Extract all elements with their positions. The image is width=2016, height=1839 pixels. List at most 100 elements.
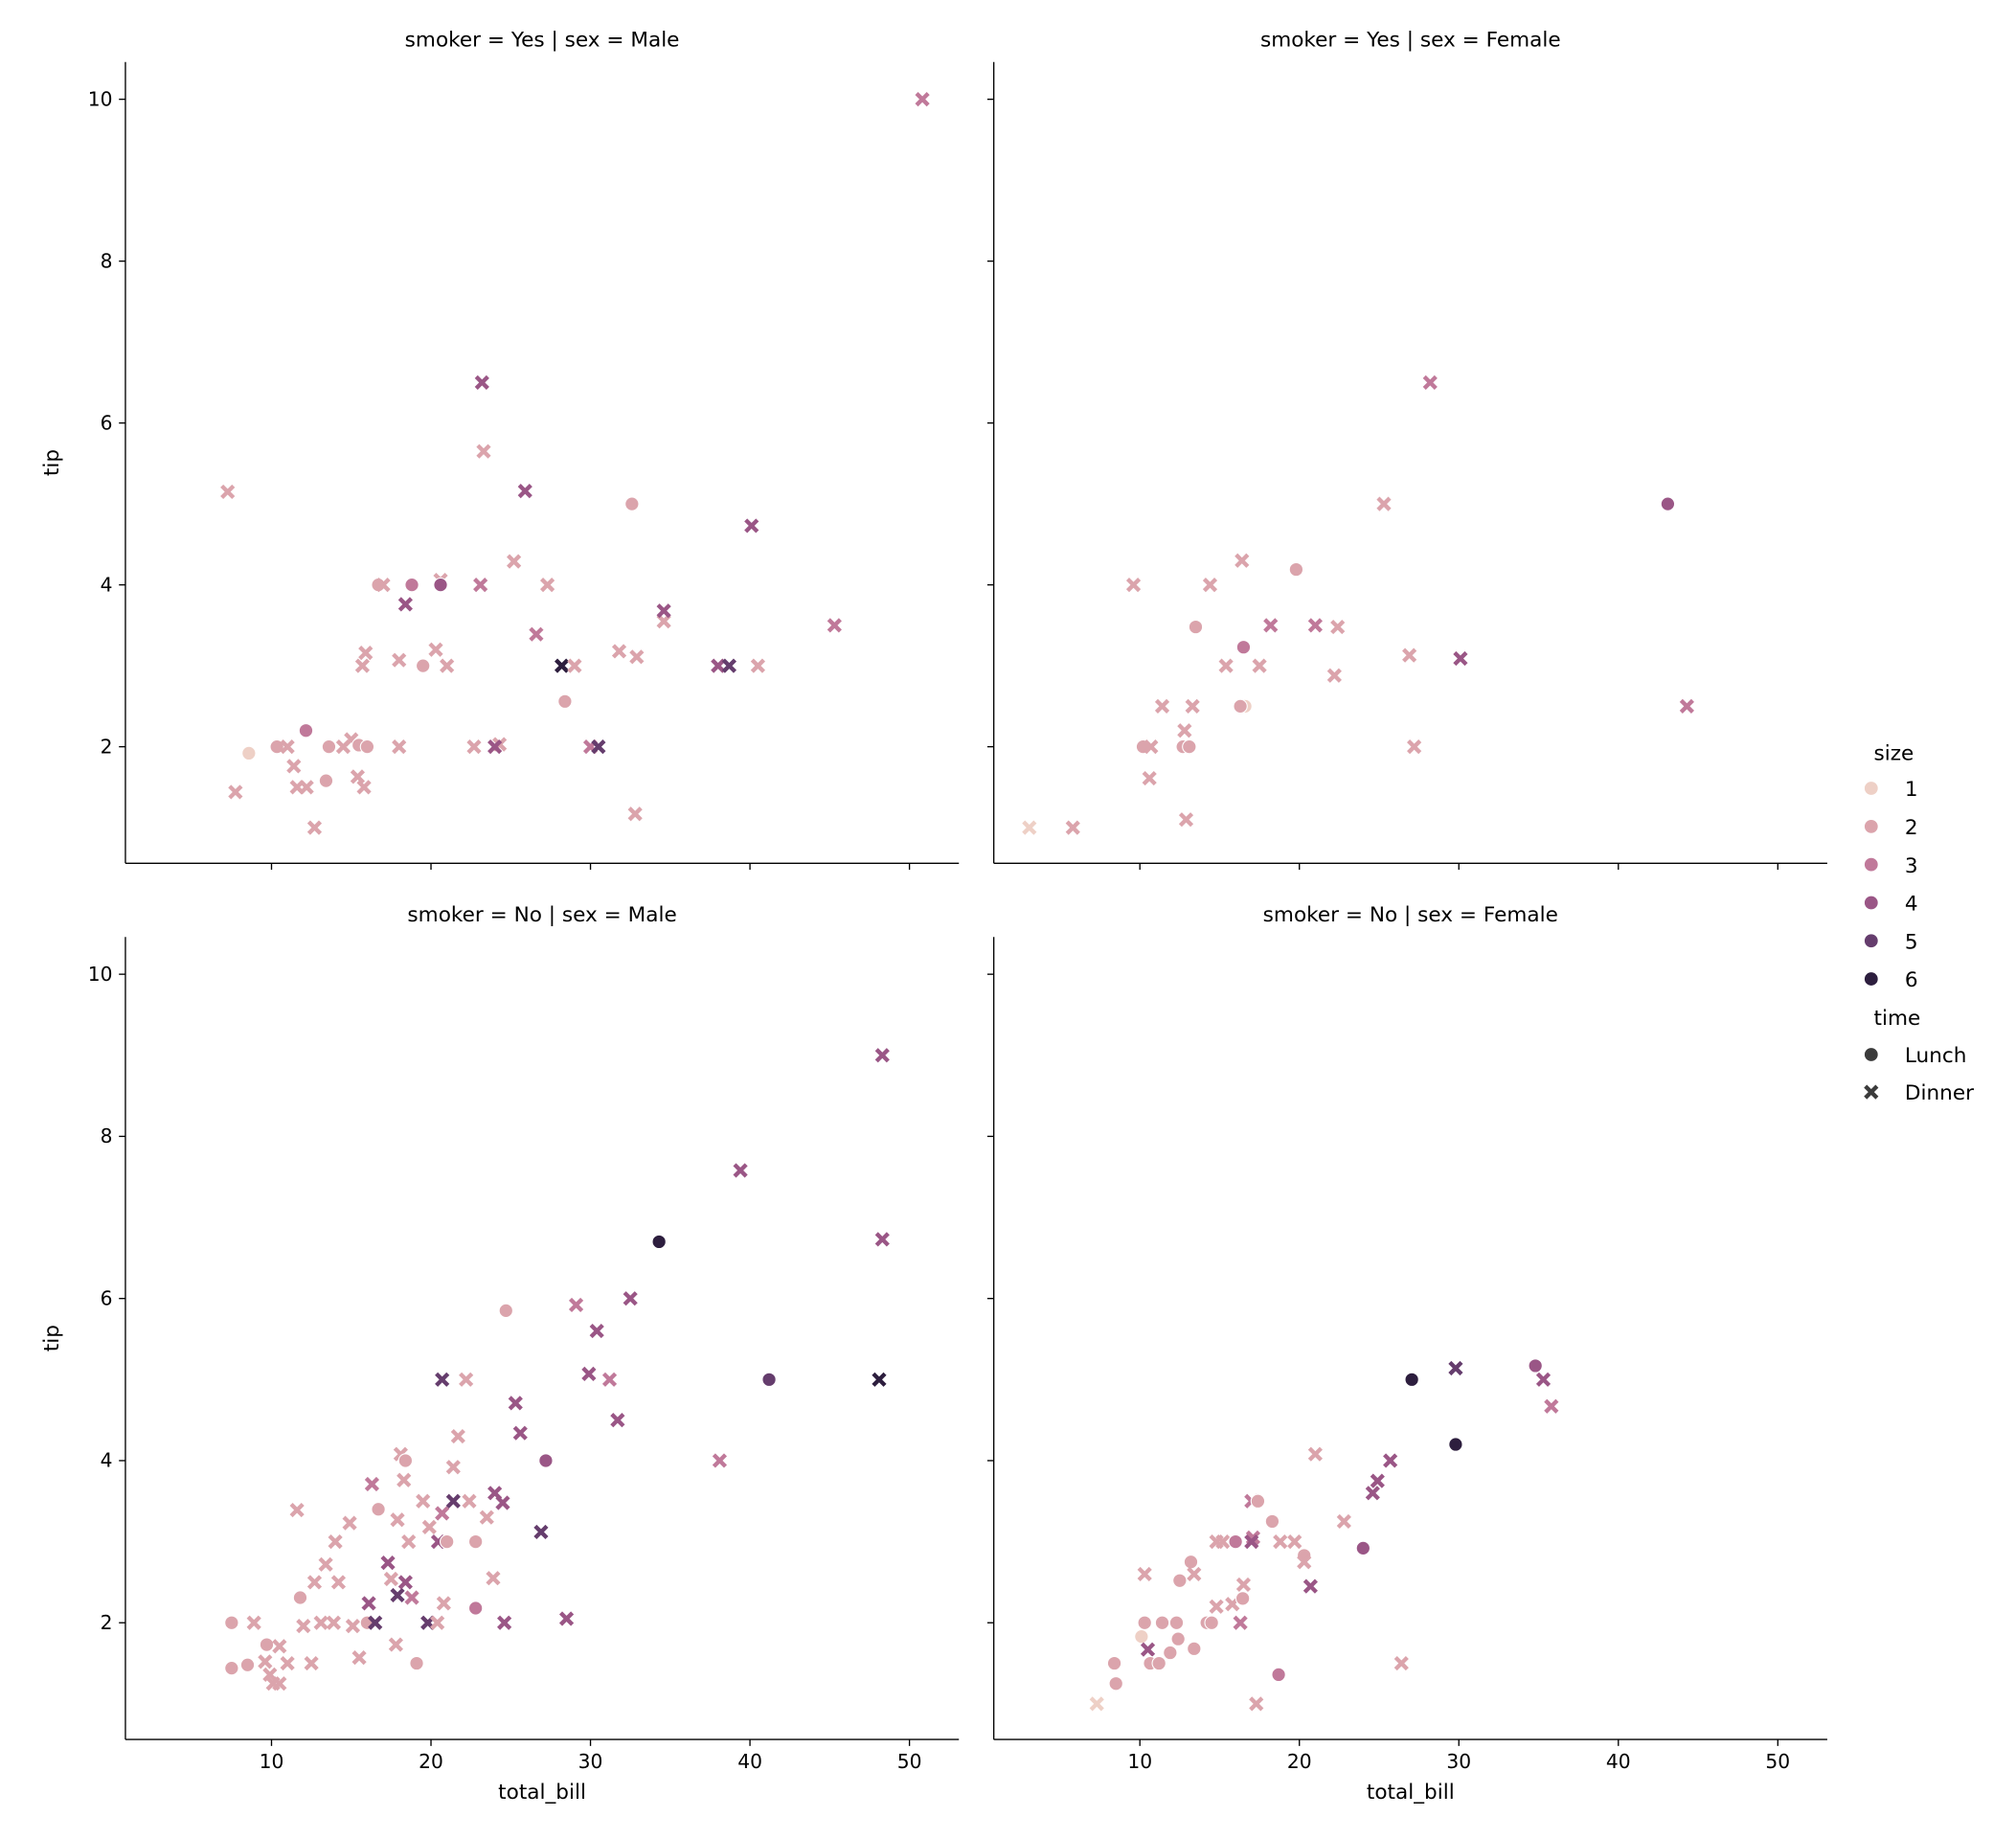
point-dinner bbox=[487, 739, 503, 755]
point-dinner bbox=[330, 1575, 347, 1590]
point-lunch bbox=[1271, 1667, 1286, 1683]
point-dinner bbox=[1330, 619, 1346, 635]
point-dinner bbox=[466, 739, 482, 755]
point-lunch bbox=[651, 1234, 667, 1250]
point-dinner bbox=[915, 92, 930, 107]
point-lunch bbox=[1235, 640, 1252, 655]
point-lunch bbox=[1250, 1493, 1266, 1509]
point-dinner bbox=[874, 1232, 890, 1247]
point-dinner bbox=[445, 1460, 461, 1475]
point-dinner bbox=[517, 484, 532, 499]
x-tick-label: 20 bbox=[1287, 1750, 1312, 1773]
point-dinner bbox=[462, 1493, 477, 1509]
point-dinner bbox=[1402, 647, 1417, 663]
point-dinner bbox=[629, 649, 645, 665]
point-dinner bbox=[272, 1639, 287, 1654]
point-lunch bbox=[1660, 496, 1676, 511]
point-dinner bbox=[358, 646, 374, 661]
legend-marker bbox=[1863, 781, 1879, 797]
point-dinner bbox=[474, 375, 489, 390]
legend-label: 5 bbox=[1905, 930, 1918, 954]
point-dinner bbox=[581, 1366, 597, 1381]
point-dinner bbox=[430, 1615, 445, 1630]
point-dinner bbox=[507, 554, 522, 569]
point-dinner bbox=[1244, 1534, 1259, 1550]
point-dinner bbox=[1544, 1398, 1559, 1414]
point-dinner bbox=[733, 1163, 748, 1178]
point-lunch bbox=[1134, 1628, 1149, 1645]
point-dinner bbox=[1302, 1578, 1318, 1594]
x-tick-label: 30 bbox=[578, 1750, 603, 1773]
point-lunch bbox=[1170, 1631, 1186, 1646]
point-dinner bbox=[306, 1575, 323, 1590]
point-dinner bbox=[397, 1575, 413, 1590]
point-lunch bbox=[298, 723, 314, 738]
point-dinner bbox=[328, 1534, 343, 1550]
point-lunch bbox=[409, 1655, 424, 1671]
point-lunch bbox=[1288, 561, 1304, 578]
point-lunch bbox=[557, 693, 573, 709]
point-dinner bbox=[744, 518, 759, 534]
point-dinner bbox=[508, 1396, 523, 1411]
point-dinner bbox=[479, 1510, 494, 1525]
point-dinner bbox=[567, 658, 582, 673]
legend-marker bbox=[1863, 933, 1879, 949]
point-dinner bbox=[1287, 1534, 1302, 1550]
point-dinner bbox=[401, 1534, 417, 1550]
legend: size 1 2 3 4 5 6 time Lunch Dinner bbox=[1863, 741, 1974, 1105]
point-dinner bbox=[1326, 668, 1342, 683]
legend-marker-lunch bbox=[1863, 1047, 1879, 1062]
point-dinner bbox=[1235, 553, 1250, 568]
point-lunch bbox=[239, 1657, 256, 1672]
y-tick-label: 6 bbox=[101, 411, 113, 434]
point-lunch bbox=[1108, 1676, 1123, 1691]
point-lunch bbox=[1355, 1540, 1371, 1556]
point-dinner bbox=[435, 1506, 450, 1521]
point-dinner bbox=[392, 739, 407, 755]
point-lunch bbox=[1168, 1615, 1185, 1630]
point-dinner bbox=[721, 658, 737, 673]
point-lunch bbox=[1204, 1615, 1219, 1630]
point-lunch bbox=[224, 1660, 239, 1676]
point-dinner bbox=[1065, 820, 1080, 835]
point-dinner bbox=[1140, 1642, 1156, 1657]
facet-panel-2: smoker = Yes | sex = Female bbox=[986, 29, 1827, 871]
point-dinner bbox=[473, 578, 488, 593]
legend-hue-title: size bbox=[1874, 741, 1914, 765]
point-dinner bbox=[1178, 812, 1194, 828]
point-dinner bbox=[1376, 496, 1392, 511]
point-dinner bbox=[1125, 578, 1142, 593]
x-tick-label: 40 bbox=[1606, 1750, 1631, 1773]
legend-item-dinner: Dinner bbox=[1864, 1081, 1974, 1105]
point-dinner bbox=[1235, 1577, 1252, 1593]
point-dinner bbox=[364, 1476, 380, 1492]
point-dinner bbox=[1202, 578, 1218, 593]
legend-item-size-1: 1 bbox=[1863, 778, 1918, 802]
point-dinner bbox=[397, 597, 413, 612]
point-lunch bbox=[467, 1601, 484, 1616]
point-dinner bbox=[350, 769, 366, 784]
point-dinner bbox=[220, 484, 236, 500]
point-dinner bbox=[610, 1413, 625, 1428]
point-lunch bbox=[1528, 1358, 1543, 1374]
point-dinner bbox=[1142, 770, 1157, 786]
point-dinner bbox=[1218, 658, 1234, 673]
point-dinner bbox=[421, 1519, 437, 1534]
point-dinner bbox=[258, 1654, 273, 1669]
point-lunch bbox=[318, 773, 334, 788]
point-dinner bbox=[1022, 820, 1037, 835]
point-dinner bbox=[404, 1590, 419, 1605]
x-tick-label: 40 bbox=[737, 1750, 762, 1773]
point-lunch bbox=[1235, 1591, 1251, 1606]
point-dinner bbox=[280, 739, 295, 755]
point-lunch bbox=[498, 1303, 513, 1319]
point-dinner bbox=[1273, 1534, 1288, 1550]
point-dinner bbox=[623, 1291, 638, 1306]
y-tick-label: 10 bbox=[88, 963, 113, 986]
point-dinner bbox=[299, 780, 314, 795]
facet-title: smoker = Yes | sex = Male bbox=[405, 29, 680, 53]
x-tick-label: 50 bbox=[1765, 1750, 1790, 1773]
point-lunch bbox=[433, 577, 448, 593]
point-dinner bbox=[874, 1048, 890, 1063]
